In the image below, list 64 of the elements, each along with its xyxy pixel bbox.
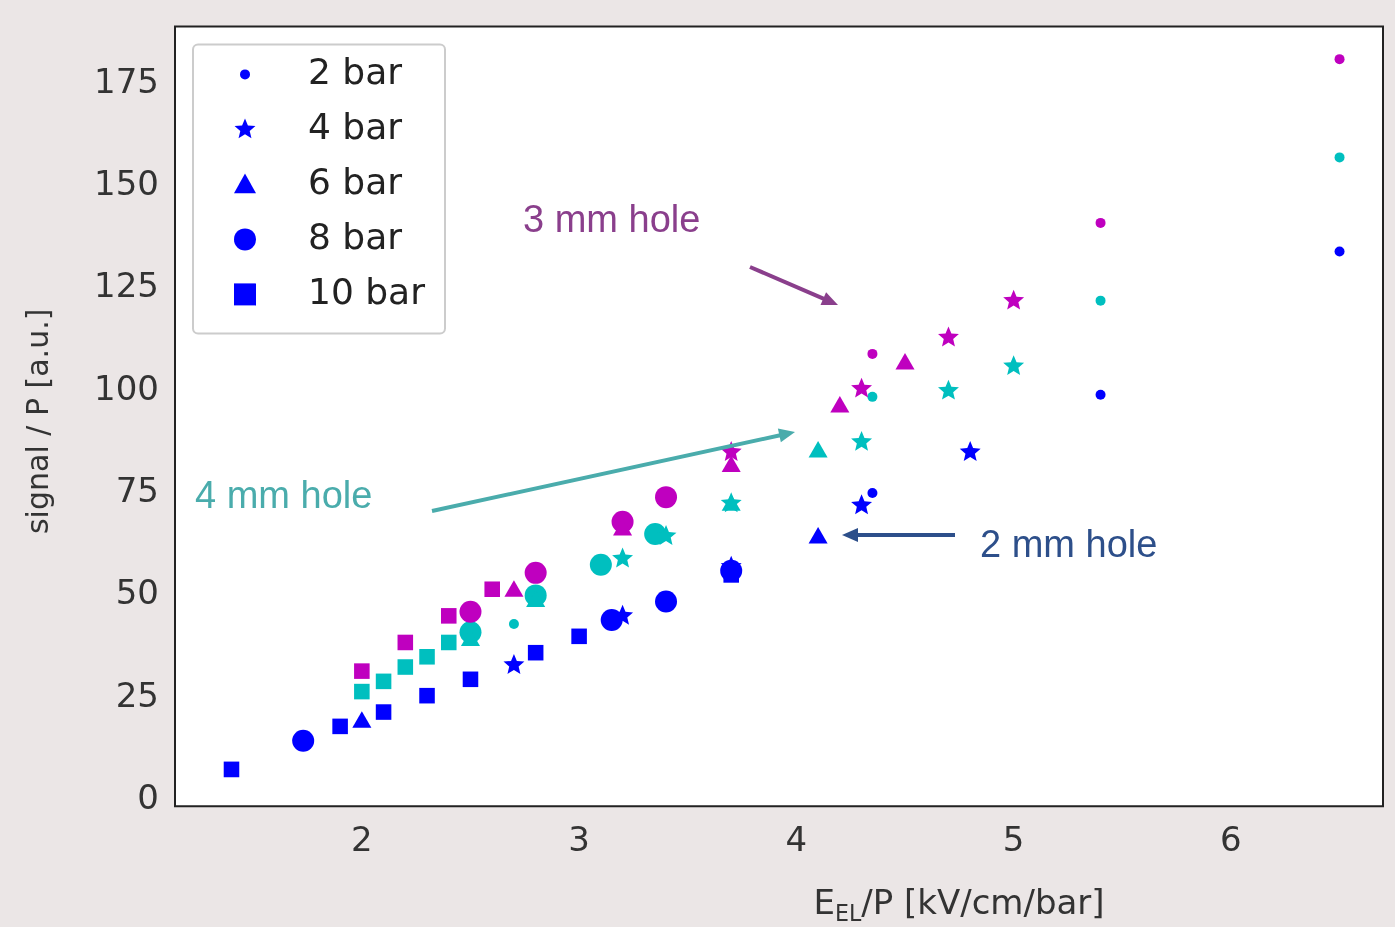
point [867, 391, 878, 402]
point [851, 494, 873, 515]
point [867, 488, 878, 499]
point [655, 590, 678, 613]
y-tick-label: 75 [115, 469, 159, 510]
point [440, 634, 457, 651]
point [332, 718, 348, 735]
point [503, 653, 525, 674]
point [612, 547, 634, 568]
point [1003, 355, 1025, 376]
point [223, 761, 240, 778]
y-tick-label: 50 [115, 572, 159, 613]
y-tick-label: 150 [94, 162, 159, 203]
point [938, 379, 959, 400]
point [1334, 54, 1345, 65]
point [851, 377, 873, 398]
legend-label: 8 bar [308, 215, 403, 257]
point [1334, 152, 1345, 163]
point [851, 430, 873, 451]
legend-label: 4 bar [308, 105, 403, 147]
point [375, 704, 392, 720]
point [867, 348, 878, 359]
x-tick-label: 6 [1220, 819, 1242, 860]
point [397, 634, 414, 651]
point [459, 600, 482, 623]
point [397, 659, 414, 675]
point [484, 581, 500, 598]
y-tick-label: 100 [94, 367, 159, 408]
legend-label: 2 bar [308, 50, 403, 92]
y-tick-label: 25 [115, 674, 159, 715]
point [1003, 289, 1025, 310]
point [571, 628, 587, 645]
point [1095, 295, 1106, 306]
annotation: 4 mm hole [195, 474, 373, 517]
annotation: 3 mm hole [523, 198, 701, 241]
point [1334, 246, 1345, 257]
annotation: 2 mm hole [980, 523, 1158, 566]
x-tick-label: 4 [785, 819, 808, 860]
legend-label: 6 bar [308, 160, 403, 202]
point [354, 663, 370, 679]
legend-label: 10 bar [308, 270, 426, 312]
y-tick-label: 175 [94, 60, 159, 101]
y-tick-label: 0 [137, 776, 159, 817]
x-tick-label: 5 [1002, 819, 1025, 860]
point [524, 561, 547, 584]
point [655, 486, 678, 509]
x-tick-label: 3 [568, 819, 590, 860]
point [1095, 389, 1106, 400]
point [375, 673, 392, 690]
point [419, 649, 435, 665]
y-axis-title: signal / P [a.u.] [19, 308, 55, 535]
point [938, 326, 959, 347]
point [589, 553, 612, 576]
point [419, 687, 435, 704]
point [354, 683, 370, 700]
point [508, 619, 519, 630]
x-tick-label: 2 [351, 819, 373, 860]
point [292, 729, 315, 752]
point [527, 644, 544, 661]
y-tick-label: 125 [94, 265, 159, 306]
point [462, 671, 479, 688]
point [959, 441, 981, 462]
point [1095, 217, 1106, 228]
point [440, 608, 457, 624]
